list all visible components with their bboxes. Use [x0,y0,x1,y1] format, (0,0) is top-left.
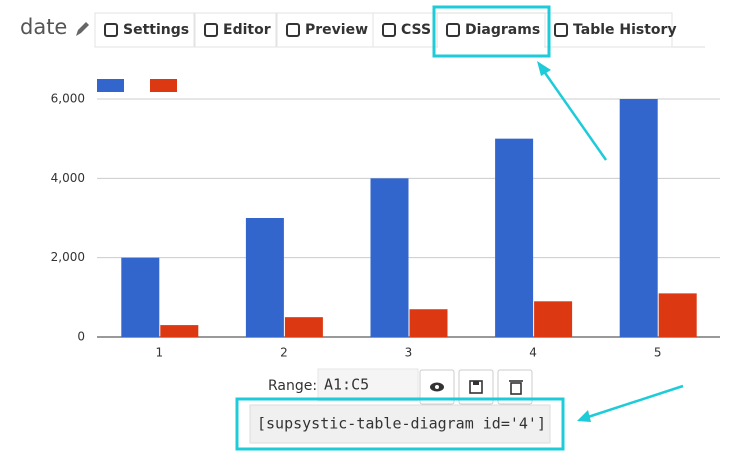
tab[interactable]: Preview [276,12,374,48]
bar [658,293,697,337]
tab-label: CSS [401,22,431,38]
chart: 0 2,000 4,000 6,000 1 2 3 4 5 [51,79,720,360]
tab-background [436,12,546,48]
bar [245,218,284,337]
tab-icon [286,23,300,37]
range-label: Range: [268,378,317,394]
tab-label: Diagrams [465,22,540,38]
save-button[interactable] [458,369,494,405]
table-title: date [20,15,67,39]
arrow [537,61,684,422]
tab-label: Table History [573,22,677,38]
bar [409,309,448,337]
tab-background [94,12,195,48]
tab[interactable]: Diagrams [436,12,546,48]
bar [121,257,160,337]
x-tick-label: 1 [155,346,163,360]
bar [284,317,323,337]
preview-button[interactable] [419,369,455,405]
y-tick-label: 6,000 [51,92,85,106]
bar [534,301,573,337]
tab-bar: Settings Editor Preview CSS Diagrams Table Hi… [94,12,677,48]
delete-button[interactable] [497,369,533,405]
bar [619,99,658,337]
legend-swatch [97,79,124,92]
tab[interactable]: Editor [194,12,277,48]
y-tick-label: 0 [77,330,85,344]
tab[interactable]: CSS [372,12,438,48]
tab-icon [554,23,568,37]
y-tick-label: 2,000 [51,250,85,264]
tab[interactable]: Settings [94,12,195,48]
x-tick-label: 4 [529,346,537,360]
x-tick-label: 2 [280,346,288,360]
highlight-box [432,5,551,58]
tab[interactable]: Table History [544,12,677,48]
tab-label: Preview [305,22,368,38]
tab-label: Editor [223,22,271,38]
bar [160,325,199,337]
tab-icon [382,23,396,37]
shortcode-box [249,404,551,444]
legend-swatch [150,79,177,92]
shortcode: [supsystic-table-diagram id='4'] [257,415,546,433]
edit-icon[interactable] [76,22,89,36]
y-tick-label: 4,000 [51,171,85,185]
range-input[interactable] [317,368,419,402]
tab-background [276,12,374,48]
tab-label: Settings [123,22,189,38]
bar [370,178,409,337]
highlight-box [235,397,565,451]
tab-icon [204,23,218,37]
range-value: A1:C5 [324,376,369,394]
tab-icon [104,23,118,37]
x-tick-label: 5 [654,346,662,360]
x-tick-label: 3 [405,346,413,360]
tab-icon [446,23,460,37]
tab-background [194,12,277,48]
bar [495,138,534,337]
